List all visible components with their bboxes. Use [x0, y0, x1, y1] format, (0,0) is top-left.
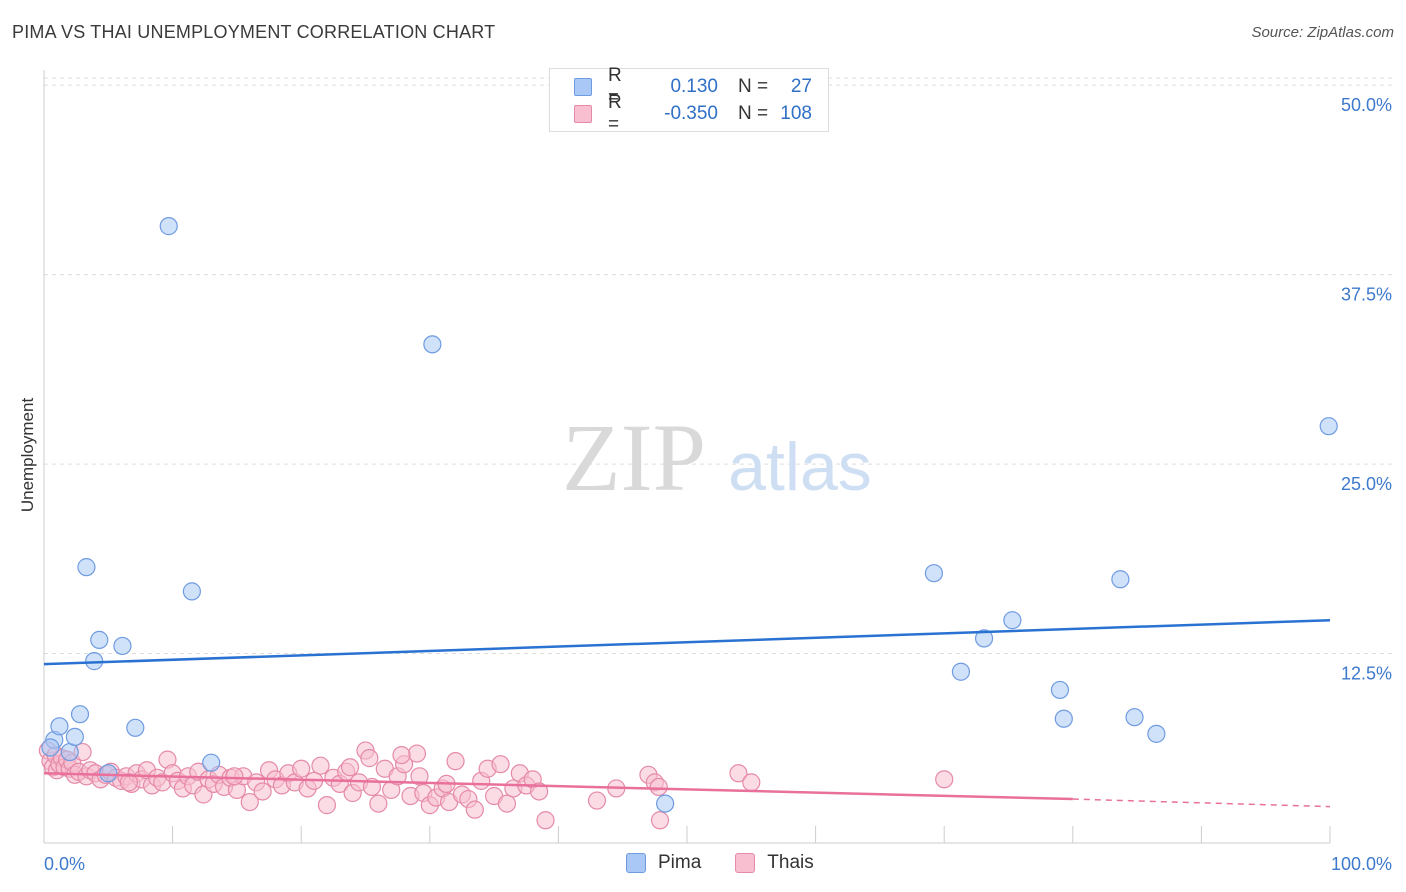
- tick-labels: 12.5% 25.0% 37.5% 50.0% 0.0% 100.0%: [44, 95, 1392, 874]
- data-point-pima: [113, 636, 132, 656]
- data-point-thais: [119, 773, 138, 792]
- legend-item-thais[interactable]: Thais: [735, 852, 814, 874]
- legend-swatch-pima: [626, 853, 646, 873]
- data-point-pima: [70, 705, 90, 724]
- data-point-pima: [423, 335, 442, 354]
- data-point-pima: [159, 217, 178, 236]
- y-tick-label: 37.5%: [1341, 285, 1392, 305]
- data-point-thais: [311, 756, 330, 775]
- source-label: Source: ZipAtlas.com: [1251, 24, 1394, 41]
- trend-line-thais: [43, 772, 1073, 801]
- data-point-pima: [50, 717, 69, 736]
- trend-lines: [43, 618, 1331, 808]
- data-point-thais: [742, 773, 761, 792]
- data-point-pima: [924, 564, 944, 583]
- legend-swatch-pima: [574, 78, 592, 96]
- data-points: [38, 217, 1338, 830]
- data-point-pima: [182, 582, 201, 601]
- legend-swatch-thais: [574, 105, 592, 123]
- trend-line-thais-extension: [1072, 798, 1331, 808]
- data-point-thais: [649, 777, 668, 797]
- x-tick-label-max: 100.0%: [1331, 854, 1392, 874]
- data-point-pima: [951, 662, 971, 681]
- data-point-thais: [317, 796, 337, 815]
- data-point-thais: [536, 811, 555, 830]
- legend-n-value: 108: [780, 103, 812, 124]
- data-point-thais: [497, 794, 517, 813]
- data-point-pima: [1125, 708, 1144, 727]
- data-point-thais: [369, 794, 388, 813]
- trend-line-pima: [43, 618, 1331, 666]
- series-legend: Pima Thais: [626, 852, 848, 874]
- y-tick-label: 12.5%: [1341, 664, 1392, 684]
- data-point-pima: [1003, 611, 1022, 630]
- data-point-pima: [126, 718, 145, 737]
- data-point-thais: [253, 782, 272, 801]
- data-point-thais: [407, 744, 427, 763]
- legend-label-pima: Pima: [658, 852, 702, 873]
- legend-row-pima: R = 0.130 N = 27: [574, 65, 812, 108]
- gridlines: [44, 77, 1392, 655]
- data-point-pima: [656, 794, 675, 813]
- legend-label-thais: Thais: [767, 852, 814, 873]
- data-point-thais: [225, 767, 244, 786]
- data-point-thais: [446, 752, 465, 771]
- data-point-thais: [340, 758, 360, 777]
- x-tick-label-min: 0.0%: [44, 854, 85, 874]
- legend-r-value: -0.350: [664, 103, 718, 124]
- data-point-pima: [974, 629, 994, 648]
- legend-item-pima[interactable]: Pima: [626, 852, 701, 874]
- data-point-thais: [392, 745, 411, 765]
- data-point-thais: [465, 800, 484, 819]
- data-point-pima: [1054, 709, 1073, 728]
- data-point-pima: [77, 558, 96, 577]
- data-point-thais: [410, 767, 429, 786]
- data-point-pima: [90, 630, 109, 649]
- data-point-pima: [1111, 570, 1130, 589]
- y-tick-label: 25.0%: [1341, 474, 1392, 494]
- y-tick-label: 50.0%: [1341, 95, 1392, 115]
- chart-title: PIMA VS THAI UNEMPLOYMENT CORRELATION CH…: [12, 22, 496, 42]
- legend-n-label: N =: [738, 76, 769, 97]
- axes: [43, 70, 1331, 844]
- data-point-pima: [1147, 724, 1166, 743]
- data-point-pima: [65, 727, 84, 747]
- data-point-thais: [935, 770, 954, 789]
- watermark-atlas: atlas: [728, 429, 872, 505]
- stats-legend: R = 0.130 N = 27 R = -0.350 N = 108: [549, 65, 829, 135]
- watermark: ZIP atlas: [562, 404, 872, 511]
- legend-row-thais: R = -0.350 N = 108: [574, 92, 812, 135]
- legend-n-label: N =: [738, 103, 769, 124]
- data-point-thais: [360, 749, 379, 768]
- data-point-thais: [530, 782, 549, 801]
- legend-swatch-thais: [735, 853, 756, 873]
- data-point-thais: [491, 755, 510, 774]
- data-point-thais: [240, 792, 259, 812]
- legend-n-value: 27: [790, 76, 812, 97]
- legend-r-label: R =: [608, 65, 622, 108]
- data-point-pima: [99, 764, 118, 783]
- data-point-pima: [202, 753, 221, 772]
- data-point-thais: [587, 791, 607, 810]
- data-point-pima: [1319, 417, 1338, 436]
- legend-r-label: R =: [608, 92, 622, 135]
- data-point-pima: [41, 738, 60, 757]
- legend-r-value: 0.130: [670, 76, 718, 97]
- watermark-zip: ZIP: [562, 404, 706, 511]
- data-point-pima: [1050, 680, 1070, 700]
- data-point-thais: [729, 764, 748, 783]
- data-point-thais: [650, 811, 670, 830]
- data-point-pima: [60, 742, 79, 762]
- data-point-thais: [292, 759, 311, 778]
